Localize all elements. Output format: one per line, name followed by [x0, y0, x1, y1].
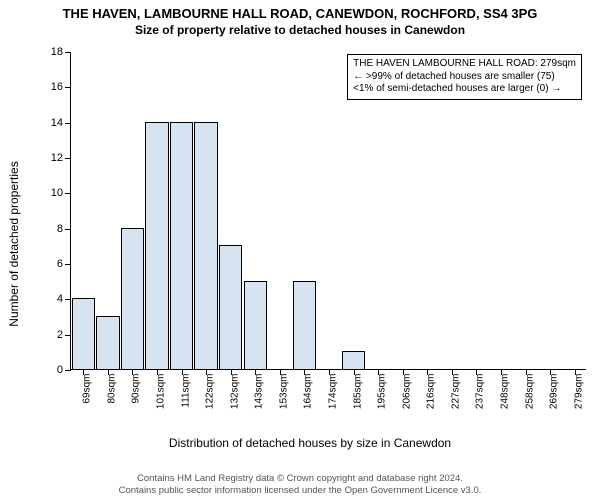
x-axis-label: Distribution of detached houses by size … — [169, 436, 451, 450]
bar — [72, 298, 95, 369]
x-tick-label: 185sqm — [352, 374, 363, 410]
x-tick-label: 258sqm — [524, 374, 535, 410]
x-tick-label: 174sqm — [328, 374, 339, 410]
y-tick-label: 0 — [43, 364, 63, 376]
bar — [219, 245, 242, 369]
x-tick-label: 122sqm — [205, 374, 216, 410]
annotation-line-2: ← >99% of detached houses are smaller (7… — [353, 71, 576, 84]
y-tick-label: 8 — [43, 223, 63, 235]
y-tick-label: 4 — [43, 293, 63, 305]
x-tick-label: 111sqm — [180, 374, 191, 408]
chart-container: Number of detached properties THE HAVEN … — [28, 46, 592, 442]
y-tick-label: 10 — [43, 187, 63, 199]
y-tick — [65, 52, 71, 53]
x-tick-label: 227sqm — [450, 374, 461, 410]
x-tick-label: 269sqm — [549, 374, 560, 410]
x-tick-label: 90sqm — [131, 374, 142, 404]
y-tick-label: 14 — [43, 117, 63, 129]
x-tick-label: 101sqm — [156, 374, 167, 410]
y-tick — [65, 123, 71, 124]
y-tick — [65, 370, 71, 371]
y-axis-label: Number of detached properties — [7, 161, 21, 326]
annotation-line-3: <1% of semi-detached houses are larger (… — [353, 83, 576, 96]
x-tick-label: 153sqm — [278, 374, 289, 410]
x-tick-label: 143sqm — [254, 374, 265, 410]
x-tick-label: 69sqm — [82, 374, 93, 404]
y-tick-label: 2 — [43, 329, 63, 341]
x-tick-label: 164sqm — [303, 374, 314, 410]
x-tick-label: 216sqm — [426, 374, 437, 410]
bar — [342, 351, 365, 369]
y-tick — [65, 335, 71, 336]
bar — [96, 316, 119, 369]
x-tick-label: 279sqm — [573, 374, 584, 410]
x-tick-label: 206sqm — [401, 374, 412, 410]
y-tick — [65, 158, 71, 159]
y-tick-label: 6 — [43, 258, 63, 270]
footer-attribution: Contains HM Land Registry data © Crown c… — [0, 473, 600, 496]
x-tick-label: 248sqm — [500, 374, 511, 410]
footer-line-2: Contains public sector information licen… — [0, 485, 600, 496]
x-tick-label: 195sqm — [377, 374, 388, 410]
annotation-box: THE HAVEN LAMBOURNE HALL ROAD: 279sqm ← … — [347, 54, 582, 100]
bar — [293, 281, 316, 369]
x-tick-label: 80sqm — [106, 374, 117, 404]
chart-subtitle: Size of property relative to detached ho… — [0, 21, 600, 37]
annotation-line-1: THE HAVEN LAMBOURNE HALL ROAD: 279sqm — [353, 58, 576, 71]
bar — [145, 122, 168, 369]
y-tick-label: 18 — [43, 46, 63, 58]
y-tick — [65, 299, 71, 300]
y-tick — [65, 264, 71, 265]
chart-title: THE HAVEN, LAMBOURNE HALL ROAD, CANEWDON… — [0, 0, 600, 21]
footer-line-1: Contains HM Land Registry data © Crown c… — [0, 473, 600, 484]
y-tick-label: 16 — [43, 81, 63, 93]
plot-area: THE HAVEN LAMBOURNE HALL ROAD: 279sqm ← … — [70, 52, 586, 370]
y-tick — [65, 229, 71, 230]
y-tick — [65, 193, 71, 194]
bar — [121, 228, 144, 369]
x-tick-label: 237sqm — [475, 374, 486, 410]
y-tick-label: 12 — [43, 152, 63, 164]
bar — [194, 122, 217, 369]
x-tick-label: 132sqm — [229, 374, 240, 410]
y-tick — [65, 87, 71, 88]
bar — [170, 122, 193, 369]
bar — [244, 281, 267, 369]
